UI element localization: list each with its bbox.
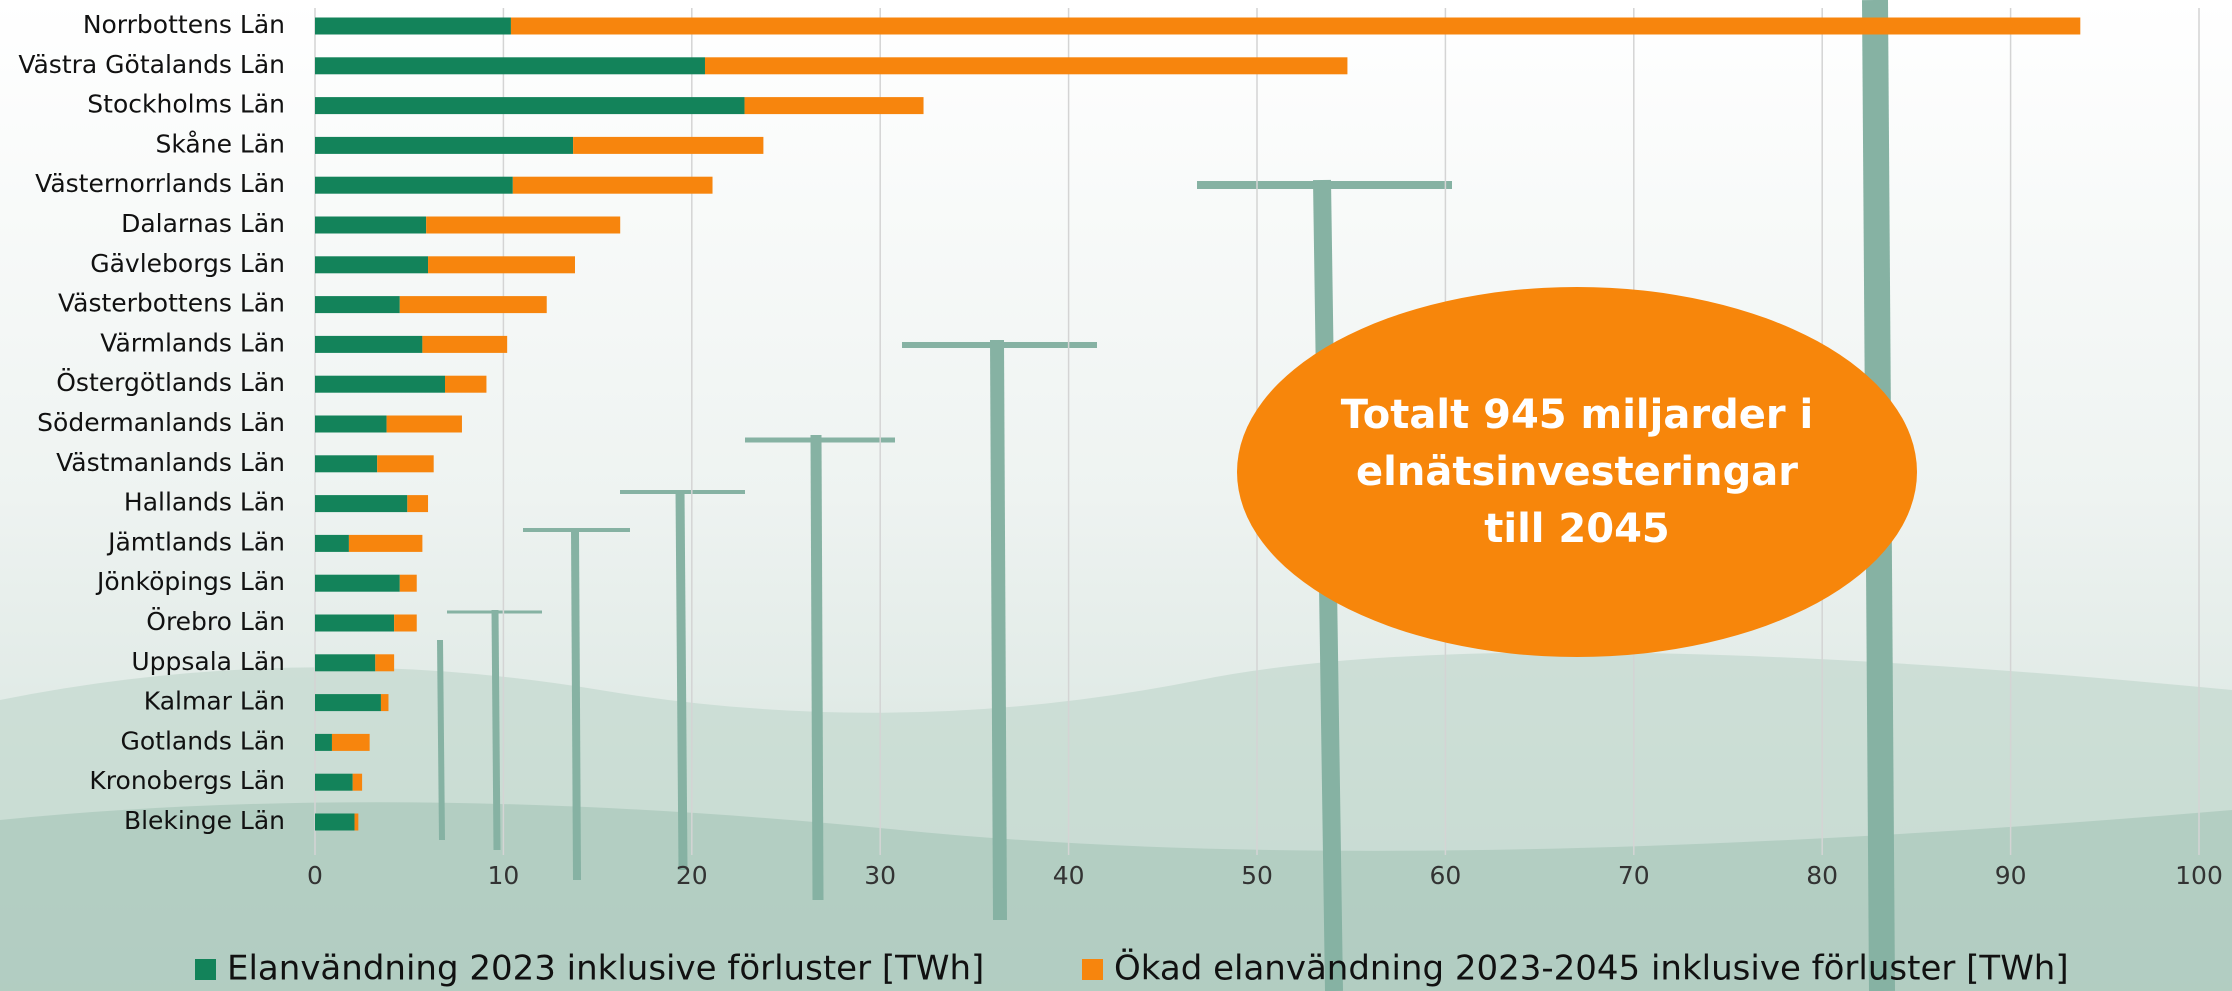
- bar-segment: [428, 256, 575, 274]
- annotation-line: till 2045: [1484, 506, 1670, 552]
- bar-segment: [315, 216, 427, 234]
- y-tick-label: Södermanlands Län: [37, 408, 285, 437]
- bar-segment: [377, 455, 434, 473]
- bar-segment: [444, 375, 487, 393]
- bar-segment: [315, 694, 381, 712]
- bar-segment: [422, 335, 508, 353]
- y-tick-label: Örebro Län: [146, 607, 285, 636]
- bar-segment: [315, 614, 395, 632]
- legend-swatch: [1082, 959, 1103, 980]
- x-tick-label: 40: [1053, 861, 1085, 890]
- bar-segment: [386, 415, 462, 433]
- bar-segment: [315, 335, 423, 353]
- x-tick-label: 100: [2175, 861, 2223, 890]
- bar-segment: [315, 17, 511, 35]
- bar-segment: [331, 733, 370, 751]
- annotation: Totalt 945 miljarder i elnätsinvestering…: [1237, 287, 1917, 657]
- y-tick-label: Jämtlands Län: [106, 527, 285, 556]
- y-tick-label: Stockholms Län: [87, 90, 285, 119]
- bar-segment: [744, 97, 924, 115]
- x-tick-label: 80: [1806, 861, 1838, 890]
- y-tick-label: Norrbottens Län: [83, 10, 285, 39]
- y-tick-label: Gotlands Län: [120, 726, 285, 755]
- bar-segment: [399, 574, 417, 592]
- y-tick-label: Kalmar Län: [144, 687, 285, 716]
- plot-area: 0 10 20 30 40 50 60 70 80 90 100 Norrbottens Län Väs…: [18, 8, 2223, 989]
- bar-segment: [315, 57, 705, 75]
- y-tick-label: Skåne Län: [156, 129, 286, 158]
- annotation-ellipse: [1237, 287, 1917, 657]
- bar-segment: [512, 176, 713, 194]
- y-tick-label: Kronobergs Län: [89, 766, 285, 795]
- bar-segment: [315, 534, 349, 552]
- bar-segment: [375, 654, 395, 672]
- y-tick-label: Västernorrlands Län: [35, 169, 285, 198]
- y-tick-label: Västerbottens Län: [58, 289, 285, 318]
- bar-segment: [354, 813, 359, 831]
- bar-segment: [352, 773, 363, 791]
- y-tick-label: Östergötlands Län: [56, 368, 285, 397]
- bar-segment: [315, 176, 513, 194]
- y-tick-label: Dalarnas Län: [121, 209, 285, 238]
- bar-segment: [399, 296, 547, 314]
- bar-segment: [407, 495, 429, 513]
- bar-segment: [315, 574, 400, 592]
- bar-segment: [315, 654, 376, 672]
- x-tick-label: 0: [307, 861, 323, 890]
- bar-segment: [315, 97, 745, 115]
- bar-segment: [315, 495, 408, 513]
- bar-segment: [315, 813, 355, 831]
- annotation-line: Totalt 945 miljarder i: [1341, 392, 1813, 438]
- y-tick-label: Jönköpings Län: [95, 567, 285, 596]
- bar-segment: [315, 256, 429, 274]
- bar-segment: [394, 614, 417, 632]
- bar-segment: [380, 694, 389, 712]
- bar-segment: [426, 216, 621, 234]
- legend-label: Elanvändning 2023 inklusive förluster [T…: [227, 949, 984, 989]
- y-tick-label: Värmlands Län: [100, 328, 285, 357]
- bar-segment: [315, 415, 387, 433]
- x-tick-label: 60: [1429, 861, 1461, 890]
- x-tick-label: 70: [1618, 861, 1650, 890]
- bar-segment: [573, 136, 764, 154]
- legend-label: Ökad elanvändning 2023-2045 inklusive fö…: [1114, 948, 2069, 989]
- annotation-line: elnätsinvesteringar: [1356, 449, 1798, 495]
- y-tick-label: Hallands Län: [124, 488, 285, 517]
- x-tick-label: 20: [676, 861, 708, 890]
- y-tick-label: Uppsala Län: [131, 647, 285, 676]
- y-tick-label: Gävleborgs Län: [90, 249, 285, 278]
- x-tick-label: 30: [864, 861, 896, 890]
- bar-segment: [315, 455, 378, 473]
- bar-segment: [704, 57, 1348, 75]
- y-tick-label: Västmanlands Län: [56, 448, 285, 477]
- bar-segment: [315, 375, 445, 393]
- x-tick-label: 50: [1241, 861, 1273, 890]
- y-tick-label: Blekinge Län: [124, 806, 285, 835]
- bar-segment: [315, 136, 574, 154]
- bar-segment: [315, 296, 400, 314]
- x-tick-label: 90: [1995, 861, 2027, 890]
- bar-segment: [510, 17, 2081, 35]
- y-tick-label: Västra Götalands Län: [18, 50, 285, 79]
- bar-segment: [315, 773, 353, 791]
- bar-segment: [315, 733, 332, 751]
- bar-segment: [348, 534, 423, 552]
- legend-swatch: [195, 959, 216, 980]
- x-tick-label: 10: [487, 861, 519, 890]
